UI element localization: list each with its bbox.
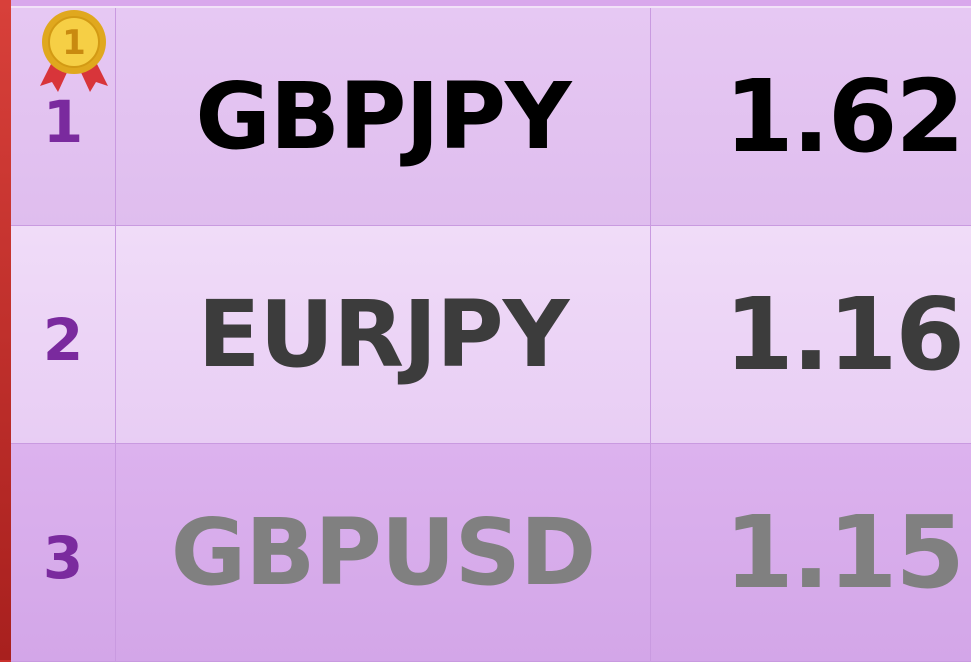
- value-cell: 1.62: [724, 58, 965, 175]
- rank-cell: 3: [11, 444, 116, 661]
- pair-cell: EURJPY: [116, 226, 651, 443]
- side-strip: [0, 0, 11, 660]
- table-row: 2 EURJPY 1.16: [11, 226, 971, 444]
- value-cell: 1.15: [724, 494, 965, 611]
- gold-medal-icon: 1: [40, 10, 108, 92]
- pair-cell: GBPJPY: [116, 8, 651, 225]
- pair-cell: GBPUSD: [116, 444, 651, 661]
- rank-cell: 1: [11, 8, 116, 225]
- rank-cell: 2: [11, 226, 116, 443]
- table-row: 1 GBPJPY 1.62: [11, 8, 971, 226]
- table-row: 3 GBPUSD 1.15: [11, 444, 971, 662]
- value-cell: 1.16: [724, 276, 965, 393]
- top-border: [11, 0, 971, 8]
- svg-text:1: 1: [62, 23, 86, 63]
